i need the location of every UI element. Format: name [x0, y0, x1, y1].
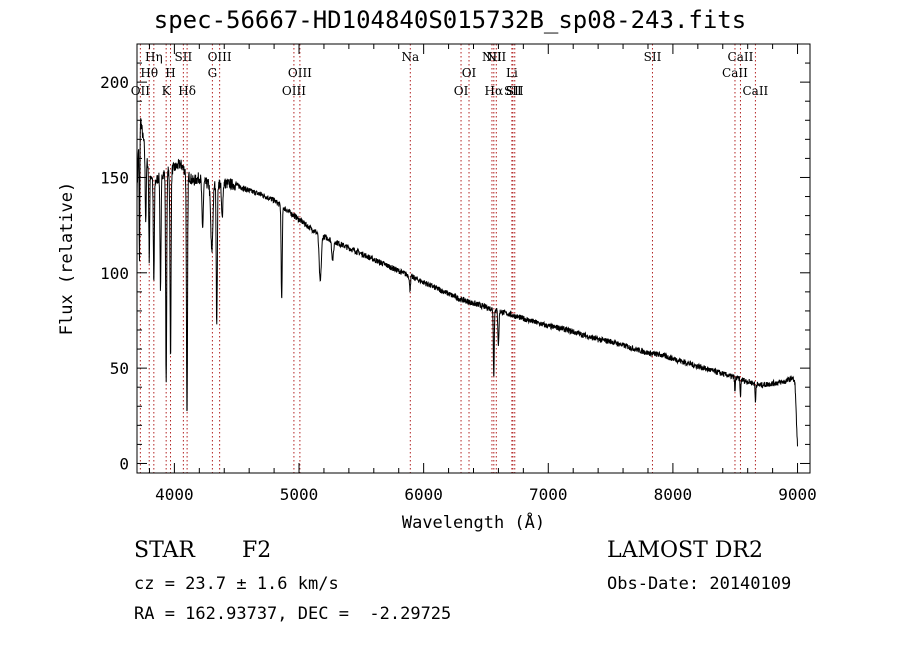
observation-date: Obs-Date: 20140109 [607, 574, 792, 594]
line-marker-label: K [162, 84, 172, 98]
line-marker-label: SII [175, 50, 193, 64]
line-marker-label: OI [462, 66, 477, 80]
x-tick-label: 5000 [280, 485, 319, 504]
line-marker-label: SII [504, 84, 522, 98]
y-tick-label: 0 [119, 454, 129, 473]
line-marker-label: OIII [208, 50, 232, 64]
line-marker-label: CaII [722, 66, 748, 80]
chart-title: spec-56667-HD104840S015732B_sp08-243.fit… [153, 6, 747, 34]
line-marker-label: OI [454, 84, 469, 98]
line-marker-label: Na [401, 50, 419, 64]
line-marker-label: Hα [485, 84, 504, 98]
line-marker-label: SII [644, 50, 662, 64]
x-tick-label: 6000 [404, 485, 443, 504]
x-tick-label: 4000 [155, 485, 194, 504]
line-marker-label: Hθ [140, 66, 158, 80]
x-tick-label: 7000 [529, 485, 568, 504]
line-marker-label: OIII [282, 84, 306, 98]
y-axis-label: Flux (relative) [57, 182, 77, 336]
y-tick-label: 150 [100, 168, 129, 187]
x-axis-ticks: 4000 5000 6000 7000 8000 9000 [148, 44, 817, 504]
survey-name: LAMOST DR2 [607, 538, 763, 563]
line-markers [139, 44, 756, 473]
line-marker-label: SII [506, 84, 524, 98]
line-marker-label: Hη [145, 50, 163, 64]
line-marker-label: Li [506, 66, 518, 80]
plot-frame [136, 43, 811, 474]
object-subclass: F2 [242, 538, 272, 563]
line-marker-label: OIII [288, 66, 312, 80]
y-tick-label: 100 [100, 264, 129, 283]
spectrum-line [136, 118, 798, 447]
x-tick-label: 9000 [778, 485, 817, 504]
y-tick-label: 200 [100, 73, 129, 92]
line-marker-label: CaII [742, 84, 768, 98]
line-marker-label: H [165, 66, 175, 80]
line-marker-label: Hδ [178, 84, 196, 98]
line-marker-label: NII [482, 50, 502, 64]
line-marker-label: NII [486, 50, 506, 64]
line-marker-label: CaII [728, 50, 754, 64]
x-tick-label: 8000 [654, 485, 693, 504]
line-marker-label: OII [131, 84, 151, 98]
line-marker-label: G [208, 66, 218, 80]
ra-dec-coordinates: RA = 162.93737, DEC = -2.29725 [134, 604, 452, 624]
y-axis-ticks: 0 50 100 150 200 [100, 62, 810, 473]
x-axis-label: Wavelength (Å) [402, 511, 545, 533]
line-marker-labels: OIIHθHηKHSIIHδGOIIIOIIIOIIINaOIOINIIHαNI… [131, 50, 769, 98]
redshift-velocity: cz = 23.7 ± 1.6 km/s [134, 574, 339, 594]
y-tick-label: 50 [110, 359, 129, 378]
object-class: STAR [134, 538, 195, 563]
